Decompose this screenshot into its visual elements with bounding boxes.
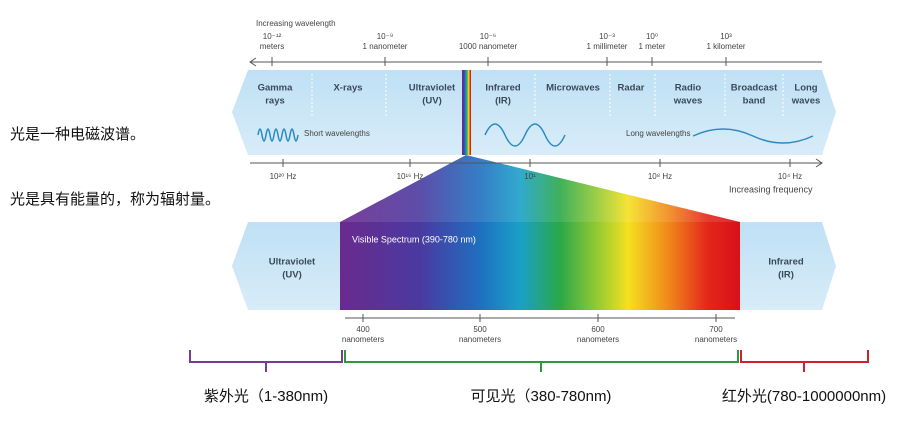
wavelength-power: 10⁻³ [599, 32, 615, 41]
band-label: (IR) [778, 270, 794, 281]
short-wave [257, 128, 299, 142]
visible-title: Visible Spectrum (390-780 nm) [352, 234, 476, 244]
spectrum-band [232, 70, 836, 155]
band-label: Broadcast [731, 83, 778, 94]
wavelength-power: 10³ [720, 32, 732, 41]
range-label: 紫外光（1-380nm) [204, 388, 328, 405]
axis-arrow [249, 57, 257, 67]
visible-band [340, 222, 740, 310]
long-label: Long wavelengths [626, 129, 691, 138]
band-label: Infrared [768, 257, 804, 268]
wavelength-power: 10⁻⁹ [377, 32, 394, 41]
axis-arrow [815, 158, 823, 168]
wavelength-unit: 1 millimeter [587, 42, 628, 51]
band-label: (UV) [422, 96, 442, 107]
wavelength-unit: 1000 nanometer [459, 42, 518, 51]
band-label: waves [791, 96, 821, 107]
long-wave [692, 128, 814, 144]
band-label: Ultraviolet [409, 83, 456, 94]
band-label: Gamma [258, 83, 294, 94]
wavelength-power: 10⁰ [646, 32, 658, 41]
visible-strip [462, 70, 471, 155]
band-label: band [743, 96, 766, 107]
wavelength-power: 10⁻⁶ [480, 32, 496, 41]
band-label: Radio [675, 83, 702, 94]
band-label: Infrared [485, 83, 521, 94]
uv-band [232, 222, 340, 310]
mid-wave [484, 123, 566, 147]
wavelength-power: 10⁻¹² [263, 32, 282, 41]
band-label: (IR) [495, 96, 511, 107]
nm-unit: nanometers [459, 335, 501, 344]
nm-unit: nanometers [342, 335, 384, 344]
note: 光是一种电磁波谱。 [10, 126, 145, 143]
band-label: (UV) [282, 270, 302, 281]
wavelength-unit: 1 kilometer [706, 42, 745, 51]
band-label: Radar [618, 83, 645, 94]
frequency-title: Increasing frequency [729, 184, 813, 194]
wavelength-unit: 1 meter [638, 42, 665, 51]
visible-bracket [344, 350, 739, 372]
band-label: rays [265, 96, 285, 107]
band-label: X-rays [333, 83, 362, 94]
nm-value: 600 [591, 325, 605, 334]
note: 光是具有能量的，称为辐射量。 [10, 191, 220, 208]
band-label: Microwaves [546, 83, 600, 94]
wavelength-title: Increasing wavelength [256, 19, 336, 28]
ir-band [740, 222, 836, 310]
nm-unit: nanometers [695, 335, 737, 344]
range-label: 红外光(780-1000000nm) [722, 388, 886, 405]
band-label: waves [673, 96, 703, 107]
wavelength-unit: meters [260, 42, 284, 51]
frequency-tick: 10⁴ Hz [778, 172, 802, 181]
wavelength-unit: 1 nanometer [363, 42, 408, 51]
frequency-tick: 10¹⁶ Hz [397, 172, 424, 181]
nm-value: 400 [356, 325, 370, 334]
band-label: Long [794, 83, 817, 94]
nm-unit: nanometers [577, 335, 619, 344]
visible-fan [340, 155, 740, 222]
frequency-tick: 10²⁰ Hz [270, 172, 297, 181]
nm-value: 500 [473, 325, 487, 334]
frequency-tick: 10¹ [524, 172, 536, 181]
band-label: Ultraviolet [269, 257, 316, 268]
frequency-tick: 10⁸ Hz [648, 172, 672, 181]
uv-bracket [189, 350, 343, 372]
nm-value: 700 [709, 325, 723, 334]
ir-bracket [740, 350, 869, 372]
range-label: 可见光（380-780nm) [471, 388, 612, 405]
short-label: Short wavelengths [304, 129, 370, 138]
